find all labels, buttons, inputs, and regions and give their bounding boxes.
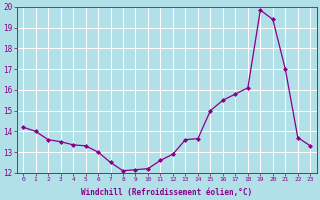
X-axis label: Windchill (Refroidissement éolien,°C): Windchill (Refroidissement éolien,°C) — [81, 188, 252, 197]
